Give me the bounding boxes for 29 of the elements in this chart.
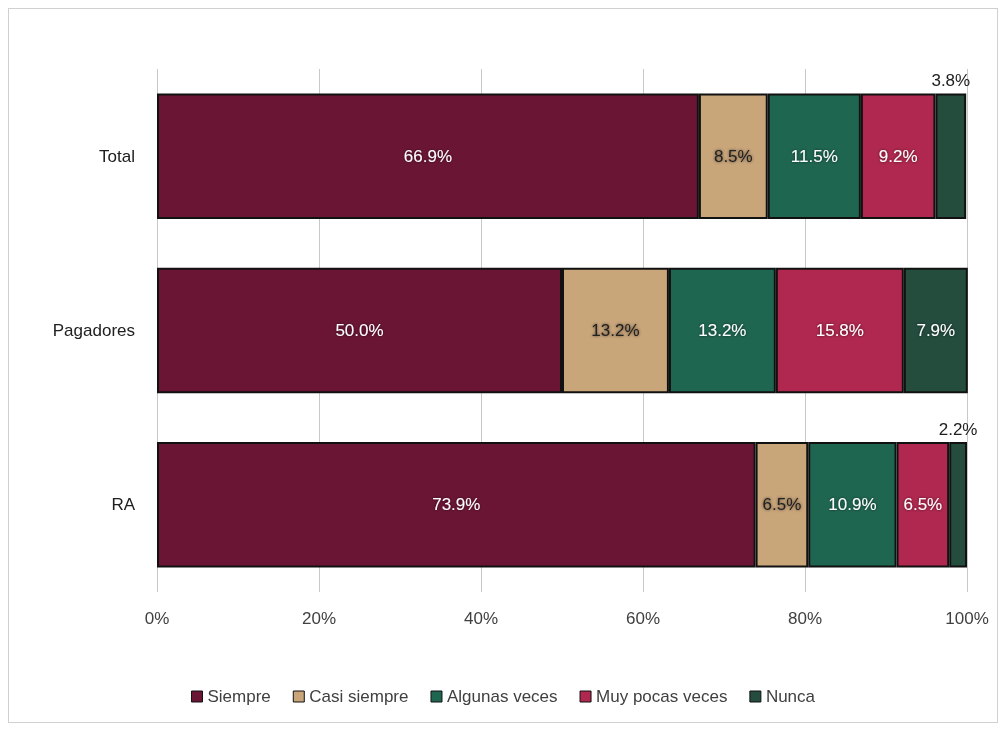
y-tick-label: Pagadores [52,321,135,340]
x-tick-label: 100% [945,609,989,628]
y-tick-label: RA [111,495,136,515]
data-label: 6.5% [903,495,943,515]
x-tick-label: 20% [301,609,337,628]
y-tick-label: Total [99,146,135,166]
legend-label: Algunas veces [446,687,558,706]
x-tick-label: 0% [144,609,170,628]
legend-label: Muy pocas veces [596,687,728,706]
data-label: 50.0% [335,321,384,340]
data-label: 6.5% [762,495,802,515]
data-label: 73.9% [432,495,481,515]
x-tick-label: 80% [787,609,823,628]
data-label: 11.5% [790,146,838,166]
x-tick-label: 60% [625,609,661,628]
data-label: 3.8% [931,71,971,91]
data-label: 13.2% [591,321,640,340]
data-label: 2.2% [938,420,978,440]
data-label: 13.2% [698,321,747,340]
x-tick-label: 40% [463,609,499,628]
legend-label: Casi siempre [309,687,409,706]
legend-label: Siempre [207,687,271,706]
data-label: 66.9% [403,146,453,166]
data-label: 10.9% [828,495,877,515]
data-label: 9.2% [878,146,918,166]
legend-label: Nunca [765,687,816,706]
data-label: 8.5% [713,146,753,166]
data-label: 7.9% [916,321,956,340]
data-label: 15.8% [815,321,864,340]
